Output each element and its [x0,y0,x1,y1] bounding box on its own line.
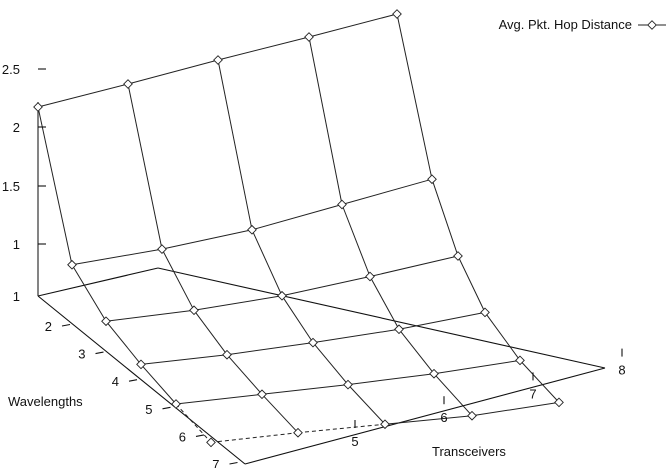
chart-axes [38,102,605,464]
y-tick-mark [163,407,171,409]
mesh-col-segment [128,84,162,249]
data-point [454,252,462,260]
mesh-col-segment [194,310,227,354]
mesh-row-segment [194,296,282,311]
data-point [366,272,374,280]
mesh-row-segment [282,277,370,296]
data-point [393,10,401,18]
mesh-row-segment [211,433,298,443]
data-point [338,200,346,208]
mesh-col-segment [370,277,399,330]
y-tick-label: 5 [145,402,152,417]
y-tick-mark [196,435,204,437]
mesh-row-segment [348,374,434,385]
mesh-row-segment [370,256,458,277]
mesh-col-segment [227,355,262,395]
data-point [34,103,42,111]
z-tick-label: 1 [13,289,20,304]
mesh-row-segment [385,416,472,425]
legend: Avg. Pkt. Hop Distance [499,17,666,32]
y-tick-label: 3 [78,347,85,362]
mesh-col-segment [162,249,194,310]
legend-label: Avg. Pkt. Hop Distance [499,17,632,32]
x-tick-label: 8 [618,363,625,378]
mesh-col-segment [458,256,485,312]
y-axis-label: Wavelengths [8,394,83,409]
x-axis-line [245,368,605,464]
data-point [214,56,222,64]
z-tick-label: 2 [13,120,20,135]
mesh-col-segment [397,14,432,179]
mesh-row-segment [162,230,252,249]
mesh-row-segment [262,385,348,395]
mesh-row-segment [309,14,397,37]
mesh-row-segment [399,312,485,329]
y-tick-mark [129,380,137,382]
mesh-row-segment [252,205,342,230]
z-tick-label: 1.5 [2,179,20,194]
mesh-row-segment [218,37,309,60]
mesh-col-segment [282,296,313,343]
mesh-col-segment [218,60,252,230]
mesh-col-segment [72,265,106,321]
x-tick-label: 6 [440,410,447,425]
mesh-col-segment [309,37,342,205]
mesh-col-segment [106,321,141,364]
mesh-col-segment [348,385,385,425]
z-tick-label: 2.5 [2,62,20,77]
data-point [158,245,166,253]
y-axis-line [38,296,245,464]
mesh-row-segment [128,60,218,84]
data-point [305,33,313,41]
mesh-row-segment [38,84,128,107]
y-tick-label: 4 [112,374,119,389]
x-axis-label: Transceivers [432,444,506,459]
back-floor-line [38,268,158,296]
mesh-col-segment [262,394,298,432]
mesh-row-segment [106,310,194,321]
y-tick-mark [96,352,104,354]
mesh-row-segment [434,360,520,373]
x-tick-label: 5 [351,434,358,449]
mesh-col-segment [252,230,282,296]
data-point [248,226,256,234]
mesh-row-segment [227,343,313,355]
y-tick-label: 6 [179,429,186,444]
mesh-col-segment [485,312,520,360]
tick-labels: 1 1 1.5 2 2.5 2 3 4 5 6 7 5 6 7 8 [2,62,626,468]
y-tick-label: 7 [212,457,219,468]
mesh-col-segment [399,329,434,373]
y-tick-mark [230,463,238,465]
mesh-row-segment [342,179,432,204]
z-tick-label: 1 [13,237,20,252]
y-tick-label: 2 [45,319,52,334]
data-point [124,80,132,88]
data-point [428,175,436,183]
mesh-col-segment [432,179,458,256]
mesh-col-segment [313,343,348,385]
mesh-row-segment [141,355,227,365]
y-tick-mark [62,325,70,327]
mesh-row-segment [176,394,262,404]
data-point [68,261,76,269]
data-point [190,306,198,314]
mesh-row-segment [313,329,399,342]
x-tick-label: 7 [529,386,536,401]
mesh-row-segment [472,402,559,415]
mesh-row-segment [298,424,385,433]
data-point [481,308,489,316]
legend-marker [648,21,656,29]
data-point [278,292,286,300]
mesh-row-segment [72,249,162,265]
mesh-col-segment [342,205,370,277]
